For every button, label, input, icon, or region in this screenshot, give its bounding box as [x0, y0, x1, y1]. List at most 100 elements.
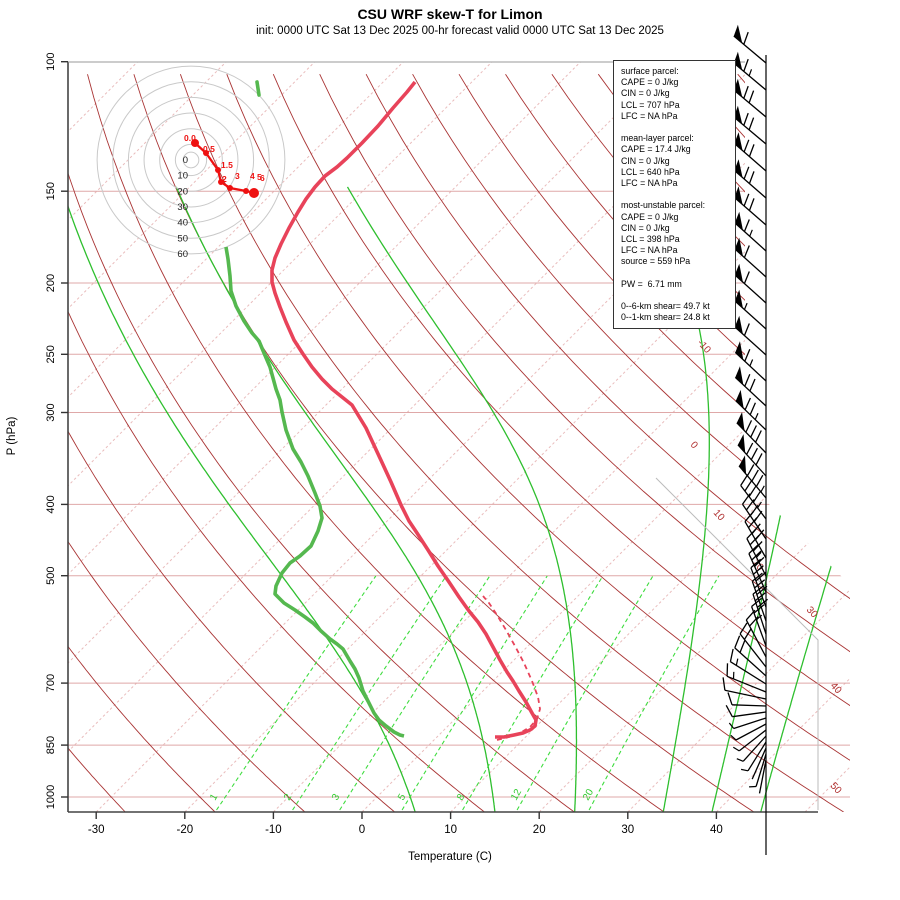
barb-flag	[734, 132, 743, 151]
pressure-tick-label: 150	[45, 182, 57, 200]
isotherm-label: 50	[828, 781, 844, 797]
barb-flag	[733, 105, 743, 125]
hodograph-ring-label: 30	[177, 202, 188, 213]
wind-barb	[733, 78, 767, 118]
wind-barb	[750, 558, 767, 608]
hodograph-point	[227, 185, 233, 191]
wind-barb	[734, 635, 767, 677]
isotherm-label: 30	[804, 605, 820, 621]
isotherm-line	[273, 62, 850, 812]
dry-adiabat-line	[68, 74, 395, 812]
barb-flag	[735, 389, 744, 409]
barb-flag	[734, 289, 743, 309]
temperature-tick-label: 10	[444, 824, 457, 836]
isotherm-line	[68, 62, 503, 812]
wind-barb	[739, 622, 767, 668]
wind-barb	[740, 474, 767, 520]
temperature-curve	[270, 80, 538, 739]
hodograph-ring	[159, 128, 223, 192]
isotherm-line	[68, 62, 680, 812]
temperature-tick-label: 0	[359, 824, 365, 836]
dewpoint-curve-upper-stub	[255, 80, 261, 97]
temperature-tick-label: 40	[710, 824, 723, 836]
dry-adiabat-line	[133, 74, 755, 812]
mixing-ratio-line	[516, 575, 654, 811]
isotherm-line	[68, 62, 325, 812]
mixing-ratio-line	[216, 575, 377, 811]
mixing-ratio-line	[292, 575, 447, 811]
hodograph-height-label: 1.5	[221, 160, 233, 170]
hodograph-ring-label: 40	[177, 218, 188, 229]
hodograph-height-label: 0.5	[203, 144, 215, 154]
mixing-ratio-label: 2	[282, 792, 295, 803]
isotherm-label: -10	[695, 338, 713, 356]
mixing-ratio-label: 20	[581, 787, 596, 803]
barb-flag	[736, 411, 745, 431]
wind-barb	[738, 455, 767, 499]
wind-barb	[733, 132, 767, 172]
wind-barb	[748, 544, 767, 593]
hodograph-point	[215, 167, 221, 173]
wind-barb	[733, 105, 767, 145]
wind-barb	[751, 747, 767, 780]
dry-adiabat-line	[68, 74, 485, 812]
wind-barb	[733, 51, 767, 91]
pressure-tick-label: 1000	[45, 785, 57, 809]
x-axis-label: Temperature (C)	[408, 851, 492, 863]
barb-flag	[734, 186, 743, 205]
hodograph-point	[218, 179, 224, 185]
wind-barb	[752, 585, 769, 635]
wind-barb	[729, 648, 767, 685]
hodograph-point	[191, 139, 199, 147]
barb-flag	[735, 341, 744, 360]
moist-adiabat-line	[646, 186, 710, 812]
wind-barb	[735, 389, 767, 431]
barb-flag	[734, 263, 743, 283]
chart-subtitle: init: 0000 UTC Sat 13 Dec 2025 00-hr for…	[256, 25, 664, 37]
background-lines	[68, 62, 850, 812]
hodograph-point	[203, 150, 209, 156]
wind-barb	[730, 723, 767, 741]
isotherm-line	[361, 62, 850, 812]
mixing-ratio-line	[462, 575, 604, 811]
mixing-ratio-label: 1	[208, 792, 221, 803]
mixing-ratio-line	[588, 575, 720, 811]
wind-barb	[736, 735, 767, 762]
isotherm-line	[68, 62, 591, 812]
pressure-tick-label: 300	[45, 403, 57, 421]
hodograph-ring	[174, 143, 208, 177]
barb-flag	[733, 78, 743, 98]
mixing-ratio-label: 3	[330, 792, 343, 803]
hodograph-height-label: 0.0	[184, 133, 196, 143]
wind-barb	[728, 717, 767, 730]
temperature-tick-label: 20	[533, 824, 546, 836]
temperature-tick-label: -30	[88, 824, 105, 836]
hodograph-height-label: 4	[250, 171, 255, 181]
dry-adiabat-line	[68, 74, 575, 812]
wind-barb-column	[722, 24, 769, 855]
hodograph-height-label: 5	[257, 172, 262, 182]
wind-barb	[740, 741, 767, 772]
pressure-tick-label: 200	[45, 274, 57, 292]
hodograph-height-label: 6	[260, 173, 265, 183]
dry-adiabat-line	[226, 74, 850, 812]
wind-barb	[751, 572, 768, 622]
pressure-tick-label: 700	[45, 674, 57, 692]
barb-flag	[739, 455, 747, 475]
barb-flag	[737, 434, 746, 453]
hodograph-ring-label: 0	[183, 155, 188, 166]
page-title: CSU WRF skew-T for Limon	[357, 6, 543, 22]
wind-barb	[732, 729, 767, 752]
wind-barb	[726, 663, 767, 693]
hodograph-ring-label: 60	[177, 249, 188, 260]
wind-barb	[734, 341, 767, 382]
y-axis-label: P (hPa)	[6, 416, 18, 456]
temperature-tick-label: -10	[265, 824, 282, 836]
isotherm-label: 0	[688, 440, 700, 452]
temperature-tick-label: -20	[176, 824, 193, 836]
mixing-ratio-line	[401, 575, 548, 811]
hodograph-ring	[143, 112, 239, 208]
